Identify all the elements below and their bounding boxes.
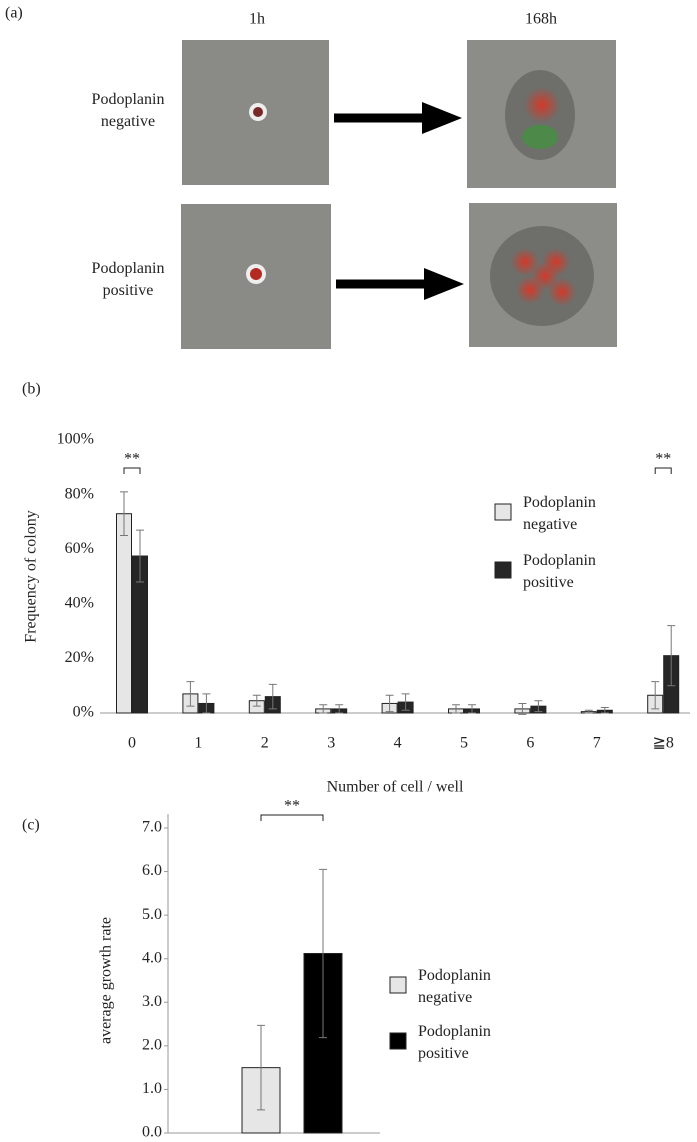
error-bar: [600, 707, 609, 714]
error-bar: [319, 868, 327, 1039]
y-axis-label: Frequency of colony: [23, 510, 40, 642]
x-tick-label: 6: [526, 735, 534, 752]
row-label: Podoplanin positive: [92, 260, 165, 299]
y-axis-label: average growth rate: [98, 917, 115, 1044]
significance-label: **: [655, 451, 671, 468]
x-tick-label: 7: [593, 735, 601, 752]
x-tick-label: 0: [128, 735, 136, 752]
y-tick-label: 20%: [65, 649, 94, 666]
legend-label: Podoplanin positive: [523, 552, 596, 591]
y-tick-label: 60%: [65, 540, 94, 557]
column-label: 1h: [249, 11, 265, 28]
legend-swatch: [389, 1032, 407, 1050]
x-axis-label: Number of cell / well: [327, 779, 464, 796]
y-tick-label: 80%: [65, 485, 94, 502]
error-bar: [257, 1024, 265, 1111]
y-tick-label: 4.0: [142, 949, 162, 966]
error-bar: [401, 693, 410, 711]
significance-label: **: [124, 451, 140, 468]
legend-swatch: [494, 561, 512, 579]
y-tick-label: 1.0: [142, 1080, 162, 1097]
y-tick-label: 5.0: [142, 906, 162, 923]
x-tick-label: 5: [460, 735, 468, 752]
significance-label: **: [284, 798, 300, 815]
legend-label: Podoplanin negative: [418, 967, 491, 1006]
micrograph: [181, 40, 617, 349]
y-tick-label: 100%: [57, 431, 94, 448]
error-bar: [136, 529, 144, 583]
column-label: 168h: [525, 11, 557, 28]
error-bar: [186, 681, 195, 707]
significance-bracket: [260, 814, 324, 821]
significance-bracket: [654, 467, 672, 474]
y-tick-label: 0.0: [142, 1124, 162, 1141]
legend-label: Podoplanin positive: [418, 1023, 491, 1062]
panel-label: (a): [5, 5, 23, 22]
x-tick-label: 3: [327, 735, 335, 752]
y-tick-label: 0%: [73, 704, 94, 721]
y-tick-label: 3.0: [142, 993, 162, 1010]
error-bar: [268, 683, 277, 710]
y-tick-label: 6.0: [142, 862, 162, 879]
significance-bracket: [123, 467, 141, 474]
error-bar: [651, 681, 660, 710]
panel-label: (c): [22, 817, 40, 834]
error-bar: [518, 702, 527, 715]
legend-swatch: [494, 503, 512, 521]
bar: [116, 513, 132, 714]
y-tick-label: 7.0: [142, 819, 162, 836]
error-bar: [667, 625, 676, 687]
legend-swatch: [389, 976, 407, 994]
error-bar: [584, 709, 593, 714]
error-bar: [468, 704, 476, 714]
y-tick-label: 40%: [65, 594, 94, 611]
y-tick-label: 2.0: [142, 1037, 162, 1054]
error-bar: [319, 704, 328, 714]
arrow: [334, 102, 464, 300]
error-bar: [202, 693, 211, 714]
x-tick-label: ≧8: [652, 735, 673, 752]
panel-label: (b): [22, 381, 41, 398]
error-bar: [534, 700, 543, 713]
error-bar: [452, 704, 460, 714]
x-tick-label: 1: [194, 735, 202, 752]
x-tick-label: 4: [394, 735, 402, 752]
error-bar: [120, 491, 128, 537]
legend-label: Podoplanin negative: [523, 494, 596, 533]
error-bar: [252, 694, 261, 707]
error-bar: [335, 704, 344, 714]
row-label: Podoplanin negative: [92, 91, 165, 130]
x-tick-label: 2: [261, 735, 269, 752]
error-bar: [385, 694, 394, 713]
